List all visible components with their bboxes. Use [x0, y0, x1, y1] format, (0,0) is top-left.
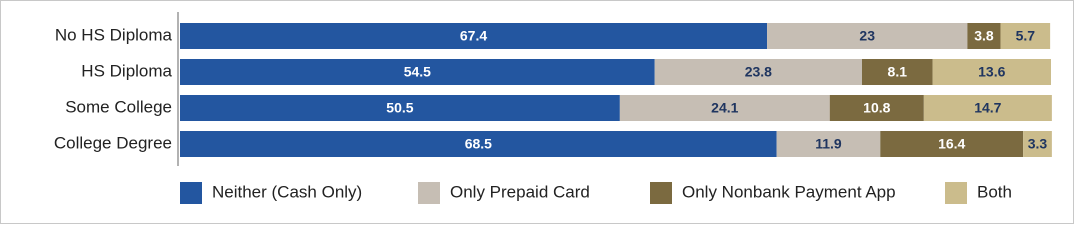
value-label: 3.3 [1028, 136, 1048, 152]
bar-segment [1023, 131, 1052, 157]
bar-segment [776, 131, 881, 157]
value-label: 14.7 [974, 100, 1001, 116]
value-label: 23 [859, 28, 875, 44]
value-label: 23.8 [745, 64, 772, 80]
category-label: No HS Diploma [55, 25, 173, 44]
value-label: 3.8 [974, 28, 994, 44]
bar-segment [861, 59, 933, 85]
chart: No HS Diploma 67.4 23 3.8 5.7 HS Diploma 54.5 2… [0, 0, 1074, 224]
legend-label: Only Nonbank Payment App [682, 182, 896, 201]
value-label: 54.5 [404, 64, 431, 80]
legend-swatch [945, 182, 967, 204]
bar-segment [923, 95, 1052, 121]
value-label: 24.1 [711, 100, 738, 116]
category-label: Some College [65, 97, 172, 116]
value-label: 5.7 [1016, 28, 1036, 44]
legend-label: Only Prepaid Card [450, 182, 590, 201]
bar-segment [967, 23, 1001, 49]
value-label: 68.5 [465, 136, 492, 152]
category-label: College Degree [54, 133, 172, 152]
legend-swatch [418, 182, 440, 204]
bar-segment [619, 95, 830, 121]
bar-segment [880, 131, 1024, 157]
value-label: 11.9 [815, 136, 842, 152]
bar-segment [1000, 23, 1051, 49]
bar-segment [654, 59, 862, 85]
value-label: 13.6 [978, 64, 1005, 80]
value-label: 16.4 [938, 136, 965, 152]
bar-segment [767, 23, 968, 49]
legend-label: Neither (Cash Only) [212, 182, 362, 201]
value-label: 8.1 [888, 64, 908, 80]
bar-segment [180, 59, 655, 85]
legend-swatch [650, 182, 672, 204]
value-label: 10.8 [863, 100, 890, 116]
legend-swatch [180, 182, 202, 204]
legend-label: Both [977, 182, 1012, 201]
bar-segment [180, 95, 620, 121]
value-label: 67.4 [460, 28, 487, 44]
bar-segment [180, 23, 768, 49]
category-label: HS Diploma [81, 61, 172, 80]
bar-segment [932, 59, 1051, 85]
value-label: 50.5 [386, 100, 413, 116]
bar-segment [829, 95, 924, 121]
bar-segment [180, 131, 777, 157]
